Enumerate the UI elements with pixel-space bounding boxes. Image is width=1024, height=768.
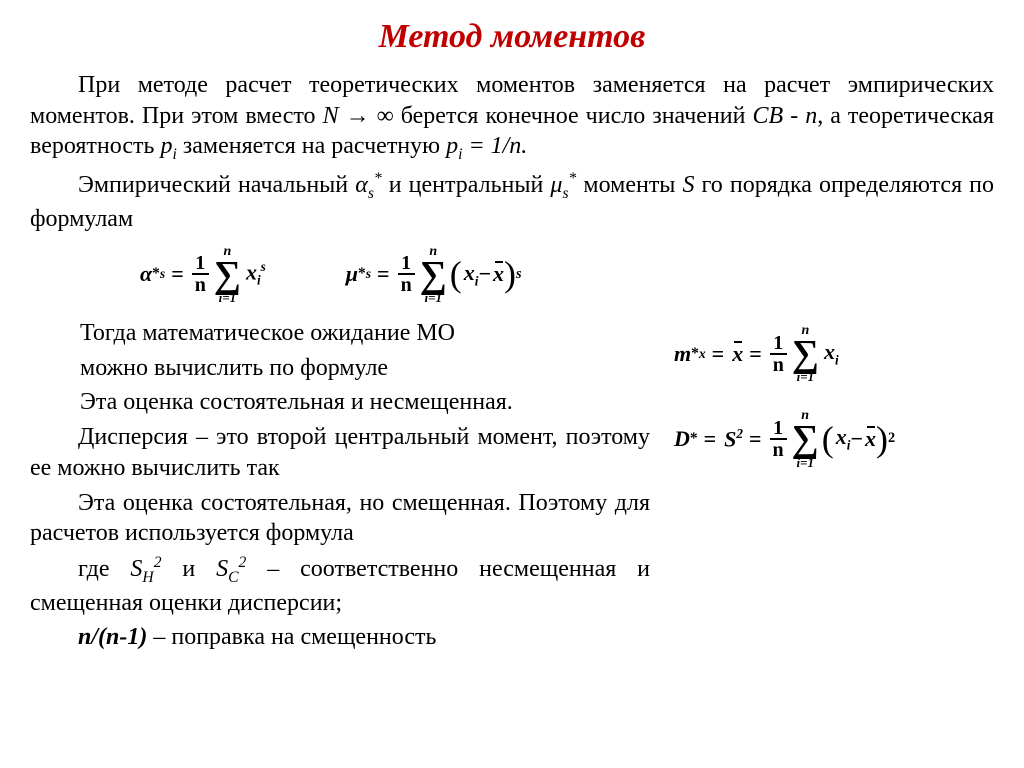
- formula-mu: μ*s = 1n n∑i=1 ( xi − x ) s: [346, 245, 522, 304]
- num: 1: [192, 253, 208, 273]
- frac-1-n: 1n: [770, 333, 787, 375]
- paragraph-7: где SН2 и SС2 – соответственно несмещенн…: [30, 553, 650, 618]
- sub-H: Н: [142, 569, 153, 586]
- sup-2: 2: [888, 430, 895, 447]
- sub-x: x: [699, 346, 706, 362]
- var-p: p: [160, 133, 172, 159]
- paragraph-3: Тогда математическое ожидание МО: [80, 318, 650, 349]
- sigma-bot: i=1: [219, 291, 237, 304]
- star: *: [690, 430, 698, 448]
- D-sym: D: [674, 426, 690, 452]
- minus: −: [850, 426, 863, 452]
- formula-alpha: α*s = 1n n∑i=1 xis: [140, 245, 266, 304]
- var-S: S: [683, 172, 695, 198]
- star: *: [358, 265, 366, 283]
- text: – поправка на смещенность: [147, 624, 436, 650]
- xbar: x: [493, 261, 504, 287]
- left-column: Тогда математическое ожидание МО можно в…: [30, 318, 650, 657]
- two-column-section: Тогда математическое ожидание МО можно в…: [30, 318, 994, 657]
- sub-s: s: [562, 185, 568, 202]
- formula-mx: m*x = x = 1n n∑i=1 xi: [674, 324, 994, 383]
- x: x: [824, 339, 835, 364]
- den: n: [192, 273, 209, 295]
- var-CB-n: СВ - n: [753, 103, 818, 129]
- x: x: [836, 424, 847, 449]
- arrow-inf: → ∞: [339, 103, 401, 129]
- formula-D: D* = S2 = 1n n∑i=1 ( xi − x ) 2: [674, 409, 994, 468]
- x: x: [246, 260, 257, 285]
- paragraph-3b: можно вычислить по формуле: [80, 353, 650, 384]
- text: моменты: [576, 172, 682, 198]
- sub-i: i: [835, 352, 839, 367]
- paragraph-2: Эмпирический начальный αs* и центральный…: [30, 169, 994, 234]
- paragraph-6: Эта оценка состоятельная, но смещенная. …: [30, 488, 650, 549]
- var-p: p: [446, 133, 458, 159]
- term-xi-s: xis: [246, 259, 266, 289]
- mu-sym: μ: [346, 261, 358, 287]
- sigma: n∑i=1: [420, 245, 447, 304]
- sigma: n∑i=1: [792, 324, 819, 383]
- xbar: x: [732, 341, 743, 367]
- sigma: n∑i=1: [214, 245, 241, 304]
- xbar: x: [865, 426, 876, 452]
- right-column: m*x = x = 1n n∑i=1 xi D* = S2 = 1n n∑i=1…: [674, 318, 994, 469]
- sub-s: s: [366, 266, 371, 282]
- paragraph-8: n/(n-1) – поправка на смещенность: [30, 622, 650, 653]
- var-alpha: α: [355, 172, 368, 198]
- paren-group: ( xi − x ) s: [450, 260, 522, 289]
- frac-1-n: 1n: [398, 253, 415, 295]
- num: 1: [770, 333, 786, 353]
- var-N: N: [323, 103, 339, 129]
- num: 1: [770, 418, 786, 438]
- page-title: Метод моментов: [30, 18, 994, 56]
- den: n: [398, 273, 415, 295]
- text: и центральный: [382, 172, 551, 198]
- text: берется конечное число значений: [401, 103, 753, 129]
- term-xi: xi: [824, 339, 839, 368]
- sup-2: 2: [736, 426, 743, 441]
- den: n: [770, 438, 787, 460]
- alpha-sym: α: [140, 261, 152, 287]
- m-sym: m: [674, 341, 691, 367]
- eq-1-over-n: = 1/n.: [462, 133, 527, 159]
- sigma-bot: i=1: [796, 456, 814, 469]
- sup-star: *: [374, 170, 382, 187]
- sub-s: s: [368, 185, 374, 202]
- sub-i: i: [257, 273, 261, 288]
- minus: −: [478, 261, 491, 287]
- num: 1: [398, 253, 414, 273]
- sub-s: s: [160, 266, 165, 282]
- x: x: [464, 260, 475, 285]
- sup-s: s: [261, 259, 266, 274]
- var-S: S: [130, 556, 142, 582]
- paragraph-5: Дисперсия – это второй центральный момен…: [30, 422, 650, 483]
- text: и: [161, 556, 216, 582]
- star: *: [691, 345, 699, 363]
- paragraph-4: Эта оценка состоятельная и несмещенная.: [80, 387, 650, 418]
- den: n: [770, 353, 787, 375]
- var-n-over-n-1: n/(n-1): [78, 624, 147, 650]
- frac-1-n: 1n: [770, 418, 787, 460]
- text: заменяется на расчетную: [177, 133, 446, 159]
- formula-row-moments: α*s = 1n n∑i=1 xis μ*s = 1n n∑i=1 ( xi −…: [140, 245, 994, 304]
- paragraph-1: При методе расчет теоретических моментов…: [30, 70, 994, 165]
- star: *: [152, 265, 160, 283]
- paren-group: ( xi − x ) 2: [822, 424, 895, 453]
- frac-1-n: 1n: [192, 253, 209, 295]
- sigma-bot: i=1: [424, 291, 442, 304]
- sup-s: s: [516, 266, 522, 283]
- var-S: S: [216, 556, 228, 582]
- S: S: [724, 426, 736, 451]
- text: где: [78, 556, 130, 582]
- var-mu: μ: [550, 172, 562, 198]
- S-squared: S2: [724, 426, 743, 452]
- sigma: n∑i=1: [792, 409, 819, 468]
- text: Эмпирический начальный: [78, 172, 355, 198]
- sub-C: С: [228, 569, 238, 586]
- sigma-bot: i=1: [797, 370, 815, 383]
